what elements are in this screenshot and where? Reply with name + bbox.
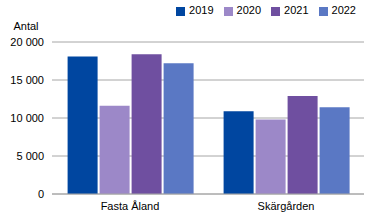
html-text:2021: 2021 bbox=[284, 4, 309, 16]
svg-text:5 000: 5 000 bbox=[16, 150, 44, 162]
svg-text:10 000: 10 000 bbox=[10, 112, 44, 124]
html-text:2020: 2020 bbox=[236, 4, 261, 16]
svg-text:20 000: 20 000 bbox=[10, 36, 44, 48]
svg-text:Fasta Åland: Fasta Åland bbox=[101, 200, 160, 212]
svg-text:0: 0 bbox=[38, 188, 44, 200]
html-text:2019: 2019 bbox=[189, 4, 214, 16]
html-text:2022: 2022 bbox=[331, 4, 356, 16]
svg-text:Skärgården: Skärgården bbox=[258, 200, 315, 212]
svg-text:Antal: Antal bbox=[13, 20, 38, 32]
svg-text:15 000: 15 000 bbox=[10, 74, 44, 86]
